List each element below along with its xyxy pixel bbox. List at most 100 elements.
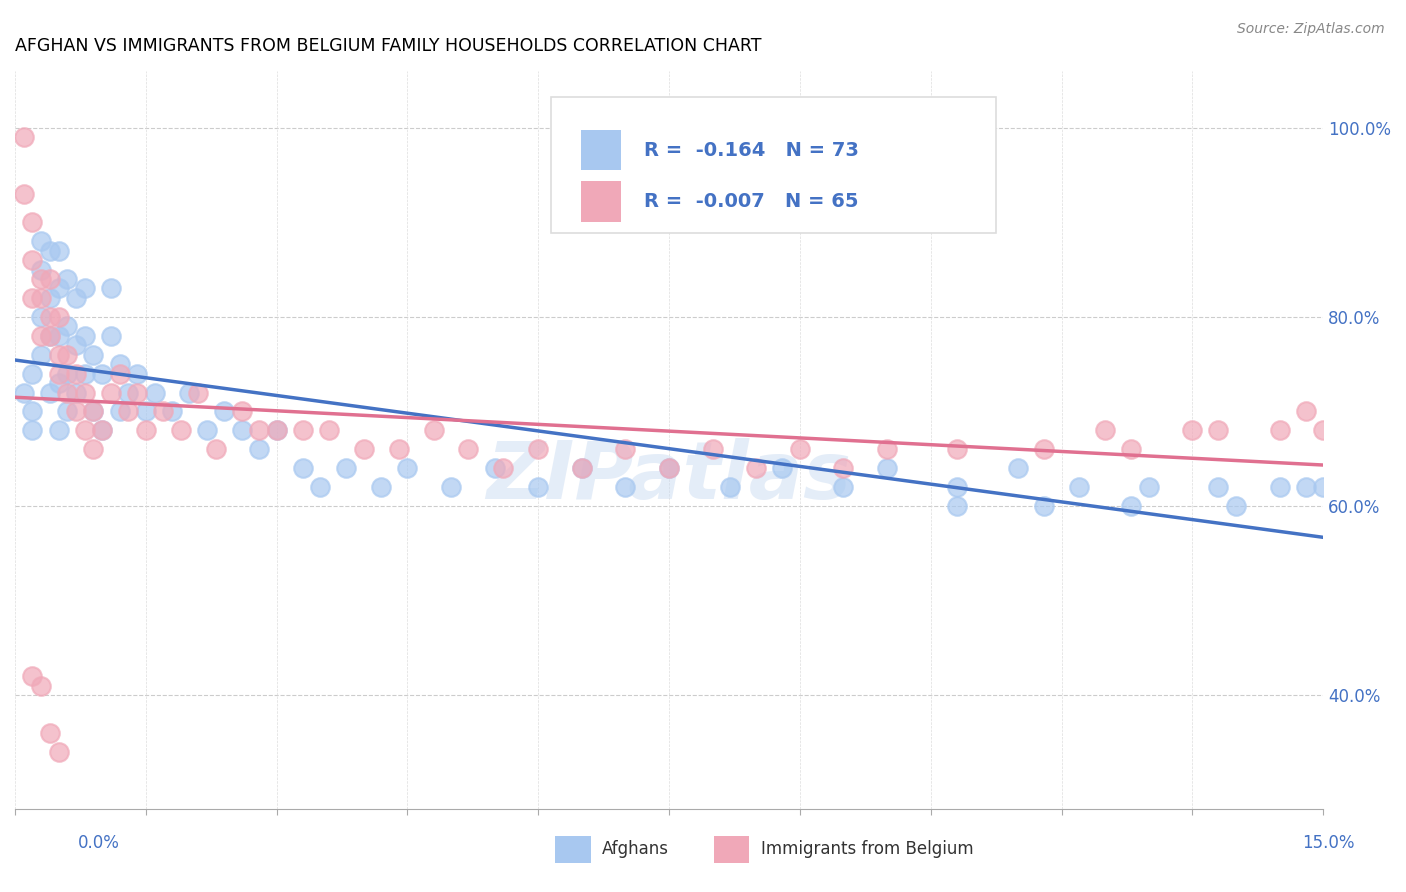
Point [65,367,87,381]
Point [73,367,96,381]
Point [353,442,375,457]
Point [946,442,969,457]
Point [30,348,52,362]
Point [21,404,44,418]
Point [457,442,479,457]
Point [21,669,44,683]
Point [160,404,183,418]
Point [13,186,35,201]
Point [571,461,593,475]
Point [30,262,52,277]
Bar [555,836,591,863]
Point [318,424,340,438]
Point [718,480,741,494]
Point [48,424,70,438]
Point [1312,424,1334,438]
Point [1121,499,1143,513]
Point [30,310,52,324]
Point [291,424,314,438]
Point [204,442,226,457]
Point [1208,424,1230,438]
Point [56,272,79,286]
Text: 0.0%: 0.0% [77,834,120,852]
FancyBboxPatch shape [582,181,620,222]
Point [100,385,122,400]
Bar [714,836,749,863]
Point [30,679,52,693]
Point [48,367,70,381]
Point [291,461,314,475]
Text: Afghans: Afghans [602,840,669,858]
Point [527,442,550,457]
Point [82,348,104,362]
Point [946,499,969,513]
Point [247,442,270,457]
Text: R =  -0.007   N = 65: R = -0.007 N = 65 [644,193,859,211]
Point [21,424,44,438]
Point [108,357,131,371]
Point [1181,424,1204,438]
Point [30,272,52,286]
Point [527,480,550,494]
Point [21,253,44,268]
Point [127,385,149,400]
Point [1268,424,1291,438]
Point [48,376,70,390]
Point [13,385,35,400]
Point [108,404,131,418]
Point [1312,480,1334,494]
Text: AFGHAN VS IMMIGRANTS FROM BELGIUM FAMILY HOUSEHOLDS CORRELATION CHART: AFGHAN VS IMMIGRANTS FROM BELGIUM FAMILY… [15,37,762,55]
Point [117,404,139,418]
Point [658,461,681,475]
Point [396,461,419,475]
Point [1295,404,1317,418]
Point [91,367,114,381]
Point [56,404,79,418]
Text: ZIPatlas: ZIPatlas [486,438,852,516]
Point [73,424,96,438]
Point [745,461,768,475]
Point [1033,442,1056,457]
Point [13,130,35,145]
Point [30,234,52,248]
Point [1295,480,1317,494]
Point [38,272,60,286]
Point [335,461,357,475]
Point [152,404,174,418]
Point [82,404,104,418]
Point [214,404,236,418]
Point [56,348,79,362]
Point [309,480,332,494]
Point [127,367,149,381]
Point [1121,442,1143,457]
Point [702,442,724,457]
Point [1225,499,1247,513]
Point [266,424,288,438]
Point [82,442,104,457]
Point [48,244,70,258]
Point [135,424,157,438]
Text: R =  -0.164   N = 73: R = -0.164 N = 73 [644,141,859,160]
Point [179,385,201,400]
Point [65,291,87,305]
Point [1067,480,1090,494]
Point [108,367,131,381]
Point [117,385,139,400]
Point [231,404,253,418]
Point [1208,480,1230,494]
Point [370,480,392,494]
Point [571,461,593,475]
Point [422,424,444,438]
Point [187,385,209,400]
Point [266,424,288,438]
Point [38,385,60,400]
Point [1094,424,1116,438]
Point [38,310,60,324]
FancyBboxPatch shape [551,96,995,233]
Text: Immigrants from Belgium: Immigrants from Belgium [761,840,973,858]
Point [1033,499,1056,513]
Point [56,367,79,381]
Point [91,424,114,438]
Point [38,244,60,258]
Point [388,442,411,457]
